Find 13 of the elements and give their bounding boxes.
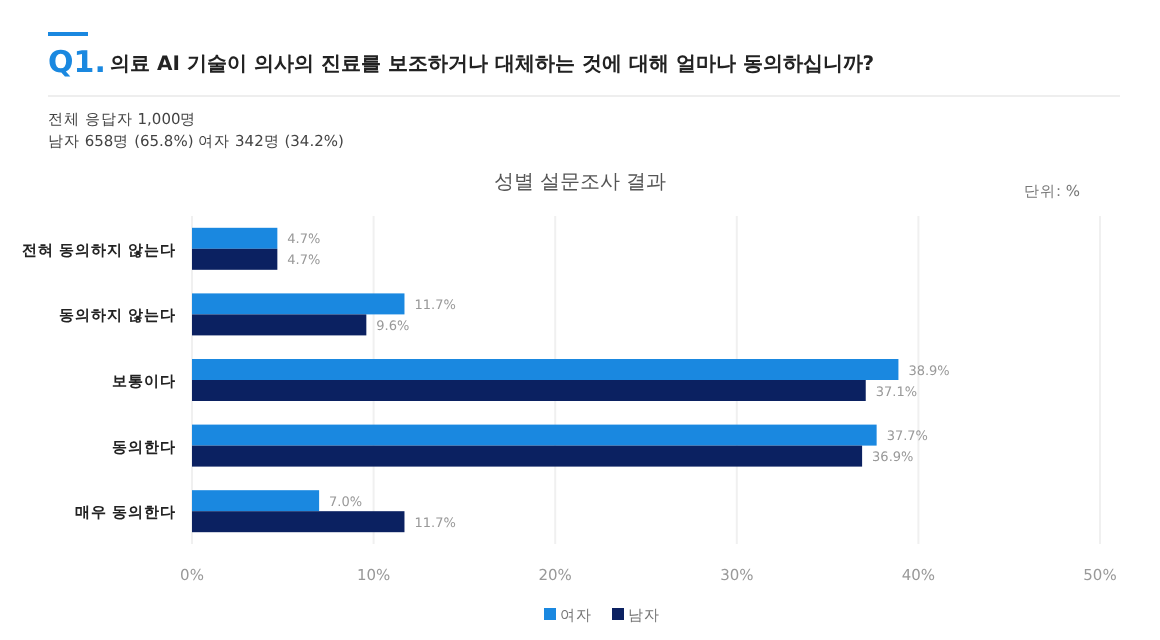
bar: [192, 293, 405, 315]
bar: [192, 380, 866, 401]
bar: [192, 424, 877, 446]
chart-title: 성별 설문조사 결과: [493, 172, 667, 194]
bar: [192, 490, 320, 512]
text: Q1.: [48, 44, 106, 80]
text: 의료 AI 기술이 의사의 진료를 보조하거나 대체하는 것에 대해 얼마나 동의하십니까?: [110, 54, 875, 76]
bar: [192, 511, 405, 533]
bar: [192, 227, 278, 249]
bar: [192, 314, 367, 336]
bar: [192, 248, 278, 270]
bar: [192, 445, 863, 467]
bar: [192, 359, 899, 380]
